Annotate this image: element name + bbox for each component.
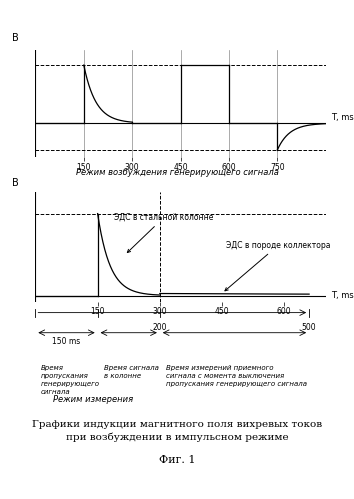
Text: В: В bbox=[12, 178, 19, 188]
Text: 500: 500 bbox=[302, 323, 316, 332]
Text: Время измерений приемного
сигнала с момента выключения
пропускания генерирующего: Время измерений приемного сигнала с моме… bbox=[166, 365, 307, 387]
Text: Режим измерения: Режим измерения bbox=[53, 395, 133, 404]
Text: Время сигнала
в колонне: Время сигнала в колонне bbox=[104, 365, 159, 379]
Text: 150 ms: 150 ms bbox=[52, 337, 81, 346]
Text: Графики индукции магнитного поля вихревых токов: Графики индукции магнитного поля вихревы… bbox=[32, 420, 322, 429]
Text: ЭДС в породе коллектора: ЭДС в породе коллектора bbox=[225, 241, 331, 291]
Text: Фиг. 1: Фиг. 1 bbox=[159, 455, 195, 465]
Text: T, ms: T, ms bbox=[331, 113, 354, 122]
Text: В: В bbox=[12, 33, 19, 43]
Text: Режим возбуждения генерирующего сигнала: Режим возбуждения генерирующего сигнала bbox=[75, 168, 279, 177]
Text: Время
пропускания
генерирующего
сигнала: Время пропускания генерирующего сигнала bbox=[41, 365, 100, 395]
Text: ЭДС в стальной колонне: ЭДС в стальной колонне bbox=[114, 213, 214, 252]
Text: 200: 200 bbox=[153, 323, 167, 332]
Text: при возбуждении в импульсном режиме: при возбуждении в импульсном режиме bbox=[66, 433, 288, 442]
Text: T, ms: T, ms bbox=[331, 291, 354, 300]
